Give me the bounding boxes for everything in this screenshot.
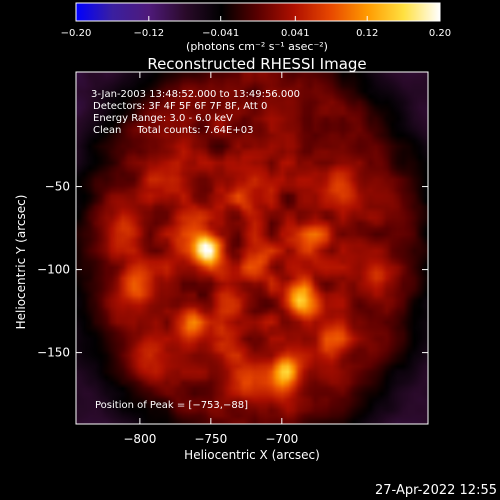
x-tick-label: −700 [265,432,298,446]
plot-area: −800 −750 −700 −50 −100 −150 [37,71,429,446]
colorbar-tick-label: −0.12 [133,28,164,39]
colorbar-tick-label: 0.041 [281,28,310,39]
image-annotations: 3-Jan-2003 13:48:52.000 to 13:49:56.000 … [91,89,300,411]
heatmap-image [76,72,428,424]
annotation-energy-range: Energy Range: 3.0 - 6.0 keV [93,113,233,124]
annotation-peak-position: Position of Peak = [−753,−88] [95,400,248,411]
y-tick-label: −150 [37,346,70,360]
annotation-clean-total: Clean Total counts: 7.64E+03 [93,125,253,136]
y-tick-label: −100 [37,263,70,277]
colorbar-gradient [75,2,441,22]
chart-title: Reconstructed RHESSI Image [147,55,366,73]
x-tick-label: −800 [123,432,156,446]
plot-frame [75,71,429,425]
y-axis-label: Heliocentric Y (arcsec) [14,195,28,330]
colorbar-units: (photons cm⁻² s⁻¹ asec⁻²) [186,40,328,53]
footer-timestamp: 27-Apr-2022 12:55 [375,483,497,498]
x-tick-label: −750 [194,432,227,446]
colorbar-tick-label: −0.041 [202,28,239,39]
y-tick-label: −50 [45,180,70,194]
annotation-time-range: 3-Jan-2003 13:48:52.000 to 13:49:56.000 [91,89,300,100]
colorbar: −0.20 −0.12 −0.041 0.041 0.12 0.20 (photons c… [61,2,451,53]
annotation-detectors: Detectors: 3F 4F 5F 6F 7F 8F, Att 0 [93,101,267,112]
colorbar-tick-label: 0.20 [429,28,451,39]
colorbar-tick-label: −0.20 [61,28,92,39]
axis-ticks: −800 −750 −700 −50 −100 −150 [37,72,428,446]
colorbar-tick-label: 0.12 [356,28,378,39]
colorbar-ticks: −0.20 −0.12 −0.041 0.041 0.12 0.20 [61,16,451,39]
x-axis-label: Heliocentric X (arcsec) [184,448,320,462]
